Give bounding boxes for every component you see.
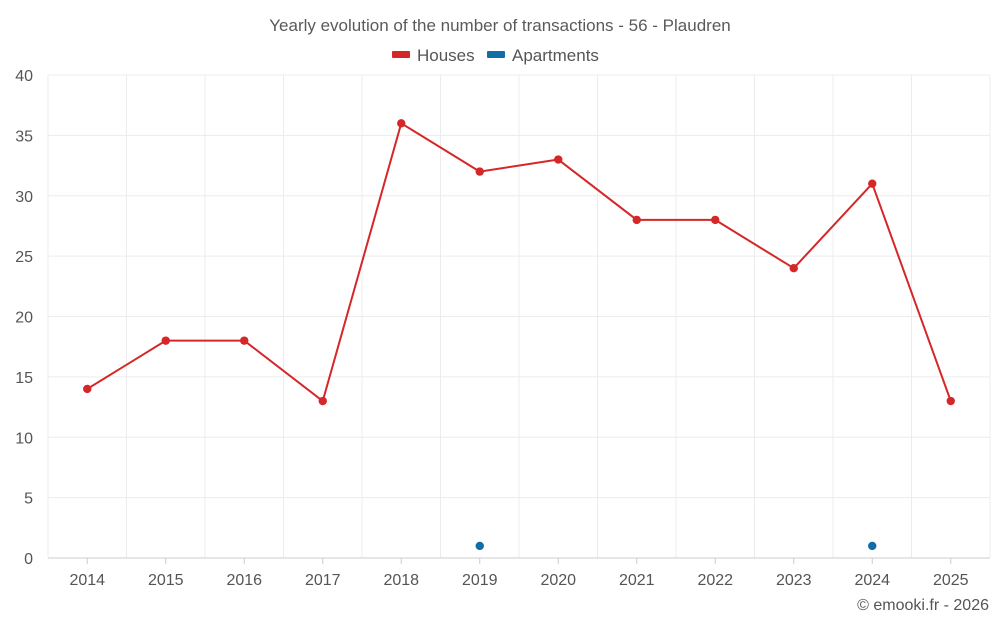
y-tick-label: 15 <box>15 370 33 387</box>
y-tick-label: 0 <box>24 551 33 568</box>
legend-swatch-houses <box>392 51 410 58</box>
y-tick-label: 30 <box>15 189 33 206</box>
legend-item-houses[interactable]: Houses <box>392 46 475 65</box>
y-tick-label: 40 <box>15 68 33 85</box>
x-tick-label: 2017 <box>305 572 341 589</box>
data-point-houses[interactable] <box>475 167 484 176</box>
data-point-houses[interactable] <box>789 264 798 273</box>
x-tick-label: 2016 <box>226 572 262 589</box>
y-tick-label: 5 <box>24 491 33 508</box>
chart-title: Yearly evolution of the number of transa… <box>269 16 730 35</box>
x-tick-label: 2018 <box>383 572 419 589</box>
data-point-houses[interactable] <box>868 179 877 188</box>
x-tick-label: 2025 <box>933 572 969 589</box>
data-point-houses[interactable] <box>632 215 641 225</box>
x-tick-label: 2022 <box>697 572 733 589</box>
data-point-houses[interactable] <box>161 336 170 345</box>
y-tick-label: 25 <box>15 249 33 266</box>
x-tick-label: 2014 <box>69 572 105 589</box>
y-tick-label: 10 <box>15 430 33 447</box>
series-line-houses <box>86 122 952 403</box>
legend-item-apartments[interactable]: Apartments <box>487 46 599 65</box>
legend-swatch-apartments <box>487 51 505 58</box>
data-point-apartments[interactable] <box>475 541 484 551</box>
data-point-houses[interactable] <box>554 155 563 164</box>
x-tick-label: 2024 <box>854 572 890 589</box>
data-point-houses[interactable] <box>240 336 249 345</box>
data-point-houses[interactable] <box>318 396 327 406</box>
series <box>83 119 955 551</box>
y-tick-label: 20 <box>15 310 33 327</box>
x-tick-label: 2023 <box>776 572 812 589</box>
x-tick-label: 2015 <box>148 572 184 589</box>
legend-label-apartments: Apartments <box>512 46 599 65</box>
grid <box>47 74 991 558</box>
data-point-houses[interactable] <box>946 396 955 406</box>
data-point-houses[interactable] <box>711 215 720 225</box>
data-point-apartments[interactable] <box>868 541 877 551</box>
legend: Houses Apartments <box>392 46 599 65</box>
legend-label-houses: Houses <box>417 46 475 65</box>
y-tick-label: 35 <box>15 128 33 145</box>
x-tick-label: 2019 <box>462 572 498 589</box>
data-point-houses[interactable] <box>397 119 406 128</box>
data-point-houses[interactable] <box>83 384 92 394</box>
credit-text: © emooki.fr - 2026 <box>857 597 989 614</box>
x-tick-label: 2021 <box>619 572 655 589</box>
x-tick-label: 2020 <box>540 572 576 589</box>
